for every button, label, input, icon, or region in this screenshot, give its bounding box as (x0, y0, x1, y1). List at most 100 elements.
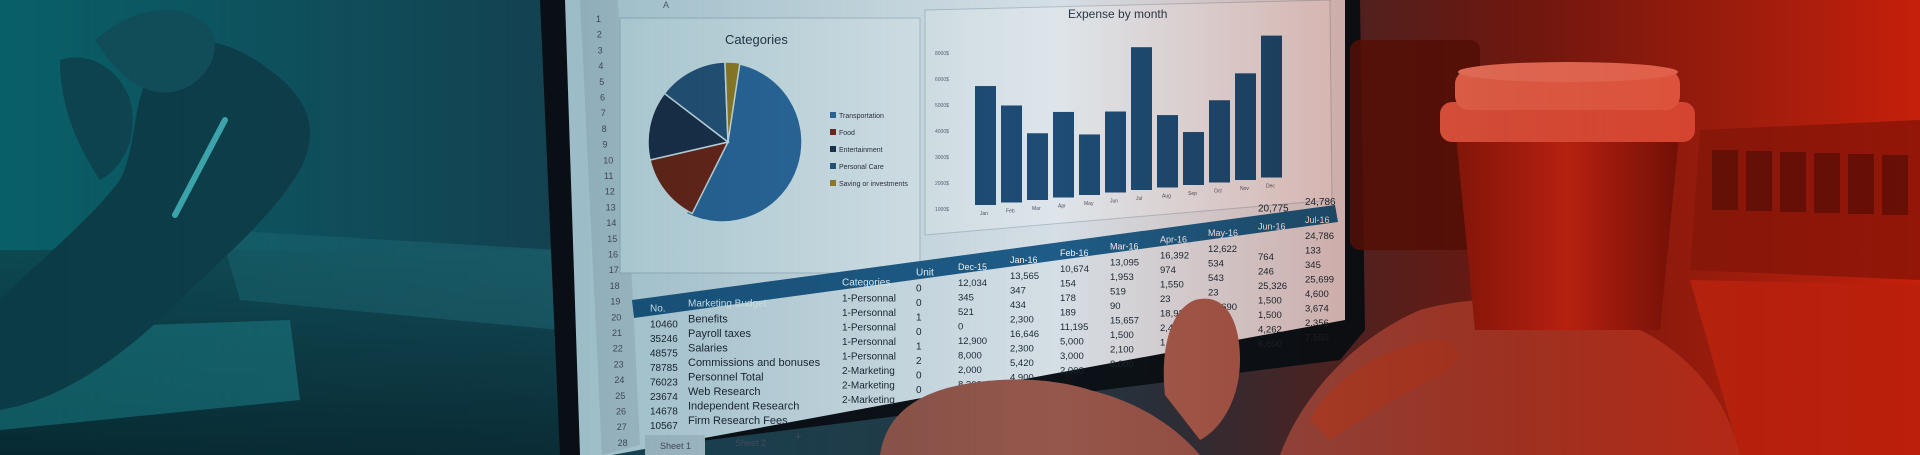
keyboard-key (1882, 155, 1908, 215)
row-no: 23674 (650, 392, 678, 403)
row-value: 11,195 (1060, 322, 1088, 333)
row-category: 2-Marketing (842, 366, 895, 377)
row-value: 12,034 (958, 278, 987, 289)
bar-month-label: Nov (1240, 186, 1249, 192)
bar (1079, 134, 1100, 195)
row-value: 345 (1305, 260, 1321, 271)
row-value: 15,657 (1110, 315, 1139, 326)
row-value: 1,500 (1258, 295, 1282, 306)
row-value: 521 (958, 307, 974, 318)
legend-swatch (830, 146, 836, 152)
row-no: 78785 (650, 363, 678, 374)
bar-month-label: Mar (1032, 206, 1041, 212)
keyboard-key (1848, 154, 1874, 214)
row-value: 0 (958, 321, 963, 332)
bar-month-label: Feb (1006, 209, 1015, 215)
row-no: 35246 (650, 334, 678, 345)
row-name: Firm Research Fees (688, 415, 788, 427)
row-value: 3,674 (1305, 304, 1329, 315)
row-value: 13,095 (1110, 257, 1139, 268)
row-number: 13 (606, 202, 616, 212)
row-value: 2,000 (958, 365, 982, 376)
row-value: 12,622 (1208, 244, 1237, 255)
row-name: Benefits (688, 313, 728, 325)
row-value: 543 (1208, 273, 1224, 284)
row-number: 8 (602, 124, 607, 134)
row-number: 11 (604, 171, 613, 181)
row-name: Payroll taxes (688, 328, 751, 340)
row-value: 2,300 (1010, 314, 1034, 325)
bar-month-label: May (1084, 201, 1094, 207)
row-category: 2-Marketing (842, 381, 895, 392)
row-value: 2,000 (1060, 366, 1084, 377)
row-name: Independent Research (688, 400, 799, 412)
bar-month-label: Oct (1214, 189, 1222, 195)
keyboard-key (1814, 153, 1840, 213)
row-unit: 1 (916, 313, 922, 324)
bar-axis-label: 4000$ (935, 129, 949, 135)
row-value: 133 (1305, 246, 1321, 257)
row-value: 1,500 (1110, 330, 1134, 341)
column-letter: A (663, 0, 669, 10)
table-header-cell: Categories (842, 278, 890, 289)
row-no: 48575 (650, 349, 678, 360)
row-number: 24 (614, 375, 624, 385)
bar (1053, 111, 1074, 198)
row-value: 5,420 (1010, 358, 1034, 369)
row-number: 15 (607, 234, 617, 244)
row-value: 6,800 (1258, 339, 1282, 350)
row-value: 23 (1208, 288, 1219, 299)
row-number: 22 (613, 344, 623, 354)
bar (1209, 100, 1230, 183)
row-category: 2-Marketing (842, 395, 895, 406)
row-value: 3,000 (1060, 351, 1084, 362)
row-no: 10567 (650, 421, 678, 432)
legend-swatch (830, 163, 836, 169)
row-value: 154 (1060, 279, 1076, 290)
sheet-tab-2-label[interactable]: Sheet 2 (735, 438, 766, 448)
legend-label: Personal Care (839, 164, 884, 171)
row-category: 1-Personnal (842, 308, 896, 319)
row-number: 12 (605, 187, 615, 197)
row-number: 10 (603, 155, 613, 165)
row-category: 1-Personnal (842, 323, 896, 334)
row-name: Salaries (688, 342, 728, 354)
row-value: 2,356 (1305, 318, 1329, 329)
row-value: 434 (1010, 300, 1026, 311)
row-number: 7 (601, 108, 606, 118)
add-sheet-icon[interactable]: + (795, 431, 801, 443)
legend-swatch (830, 180, 836, 186)
row-value: 2,100 (1110, 344, 1134, 355)
row-value: 764 (1258, 252, 1274, 263)
row-number: 14 (606, 218, 616, 228)
bar (1157, 115, 1178, 188)
row-value: 1,550 (1160, 280, 1184, 291)
row-unit: 2 (916, 356, 922, 367)
month-header: Jan-16 (1010, 255, 1038, 265)
keyboard-key (1780, 152, 1806, 212)
row-value: 8,000 (1110, 359, 1134, 370)
sheet-tab-1-label: Sheet 1 (660, 441, 691, 451)
legend-label: Saving or investments (839, 181, 908, 188)
bar (1261, 35, 1282, 178)
row-unit: 0 (916, 327, 922, 338)
row-number: 17 (609, 265, 619, 275)
legend-swatch (830, 112, 836, 118)
bar-axis-label: 3000$ (935, 155, 949, 161)
month-header: May-16 (1208, 228, 1238, 238)
row-category: 1-Personnal (842, 352, 896, 363)
bar-month-label: Apr (1058, 204, 1066, 210)
row-number: 9 (602, 140, 607, 150)
table-header-cell: Unit (916, 268, 934, 279)
bar (1105, 111, 1126, 193)
row-value: 10,674 (1060, 264, 1089, 275)
month-header: Jul-16 (1305, 215, 1330, 225)
row-value: 8,000 (958, 350, 982, 361)
row-name: Commissions and bonuses (688, 357, 821, 369)
row-number: 4 (598, 61, 603, 71)
row-value: 90 (1110, 301, 1121, 312)
legend-label: Transportation (839, 113, 884, 120)
row-value: 189 (1060, 308, 1076, 319)
bar-axis-label: 1000$ (935, 207, 949, 213)
